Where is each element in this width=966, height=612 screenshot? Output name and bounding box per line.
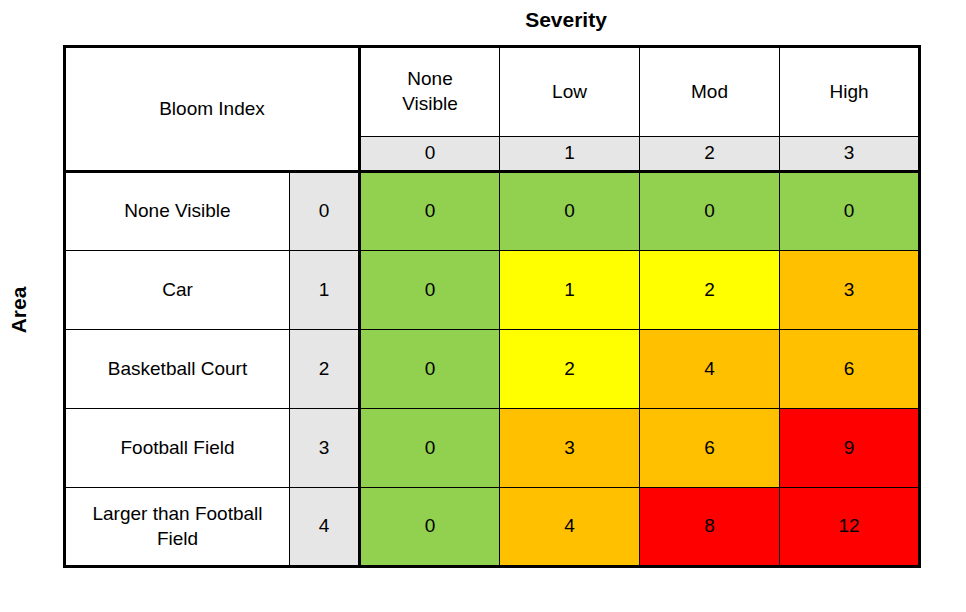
matrix-cell-r0c3: 0 [780,172,920,251]
matrix-cell-r1c1: 1 [500,251,640,330]
severity-header-label: Low [552,81,587,102]
area-row-label-text: Car [162,278,193,303]
matrix-cell-r3c3: 9 [780,409,920,488]
area-row-label-text: Basketball Court [108,357,247,382]
matrix-cell-r2c3: 6 [780,330,920,409]
matrix-cell-r1c3: 3 [780,251,920,330]
matrix-cell-r1c2: 2 [640,251,780,330]
table-title-cell: Bloom Index [65,47,360,172]
area-row-index: 2 [290,330,360,409]
area-axis-title-container: Area [2,245,36,375]
severity-header-mod: Mod [640,47,780,137]
severity-header-label: Mod [691,81,728,102]
severity-header-none-visible: None Visible [360,47,500,137]
matrix-cell-r0c2: 0 [640,172,780,251]
severity-index-1: 1 [500,137,640,172]
area-row-label-text: None Visible [124,199,230,224]
severity-header-row: Bloom Index None Visible Low Mod High [65,47,920,137]
bloom-index-risk-matrix: Severity Area Bloom Index None Visible L… [0,0,966,612]
area-row-index: 1 [290,251,360,330]
matrix-cell-r3c1: 3 [500,409,640,488]
matrix-cell-r4c2: 8 [640,488,780,567]
matrix-cell-r3c2: 6 [640,409,780,488]
area-row-label: Car [65,251,290,330]
table-row-basketball-court: Basketball Court 2 0 2 4 6 [65,330,920,409]
severity-index-0: 0 [360,137,500,172]
matrix-cell-r4c0: 0 [360,488,500,567]
table-row-none-visible: None Visible 0 0 0 0 0 [65,172,920,251]
area-row-label-text: Football Field [120,436,234,461]
matrix-cell-r1c0: 0 [360,251,500,330]
matrix-cell-r0c1: 0 [500,172,640,251]
matrix-cell-r4c1: 4 [500,488,640,567]
severity-index-2: 2 [640,137,780,172]
area-row-label: None Visible [65,172,290,251]
severity-index-3: 3 [780,137,920,172]
severity-header-label: None Visible [391,67,469,116]
area-row-index: 0 [290,172,360,251]
matrix-cell-r2c2: 4 [640,330,780,409]
bloom-index-table: Bloom Index None Visible Low Mod High 0 … [63,45,921,568]
table-row-football-field: Football Field 3 0 3 6 9 [65,409,920,488]
severity-axis-title: Severity [466,8,666,32]
table-row-larger-than-football-field: Larger than Football Field 4 0 4 8 12 [65,488,920,567]
area-axis-title: Area [7,287,31,334]
severity-header-label: High [829,81,868,102]
area-row-label: Larger than Football Field [65,488,290,567]
severity-header-high: High [780,47,920,137]
matrix-cell-r2c0: 0 [360,330,500,409]
area-row-index: 4 [290,488,360,567]
matrix-cell-r4c3: 12 [780,488,920,567]
area-row-label: Basketball Court [65,330,290,409]
area-row-label-text: Larger than Football Field [92,502,264,551]
severity-header-low: Low [500,47,640,137]
matrix-cell-r0c0: 0 [360,172,500,251]
table-row-car: Car 1 0 1 2 3 [65,251,920,330]
area-row-label: Football Field [65,409,290,488]
area-row-index: 3 [290,409,360,488]
matrix-cell-r3c0: 0 [360,409,500,488]
matrix-cell-r2c1: 2 [500,330,640,409]
